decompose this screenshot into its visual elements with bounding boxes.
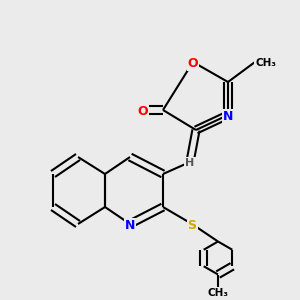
Text: O: O [188,57,198,70]
Text: CH₃: CH₃ [255,58,276,68]
Text: N: N [223,110,233,123]
Text: S: S [188,219,196,232]
Text: CH₃: CH₃ [208,288,229,298]
Text: H: H [185,158,195,168]
Text: N: N [125,219,135,232]
Text: O: O [138,105,148,118]
